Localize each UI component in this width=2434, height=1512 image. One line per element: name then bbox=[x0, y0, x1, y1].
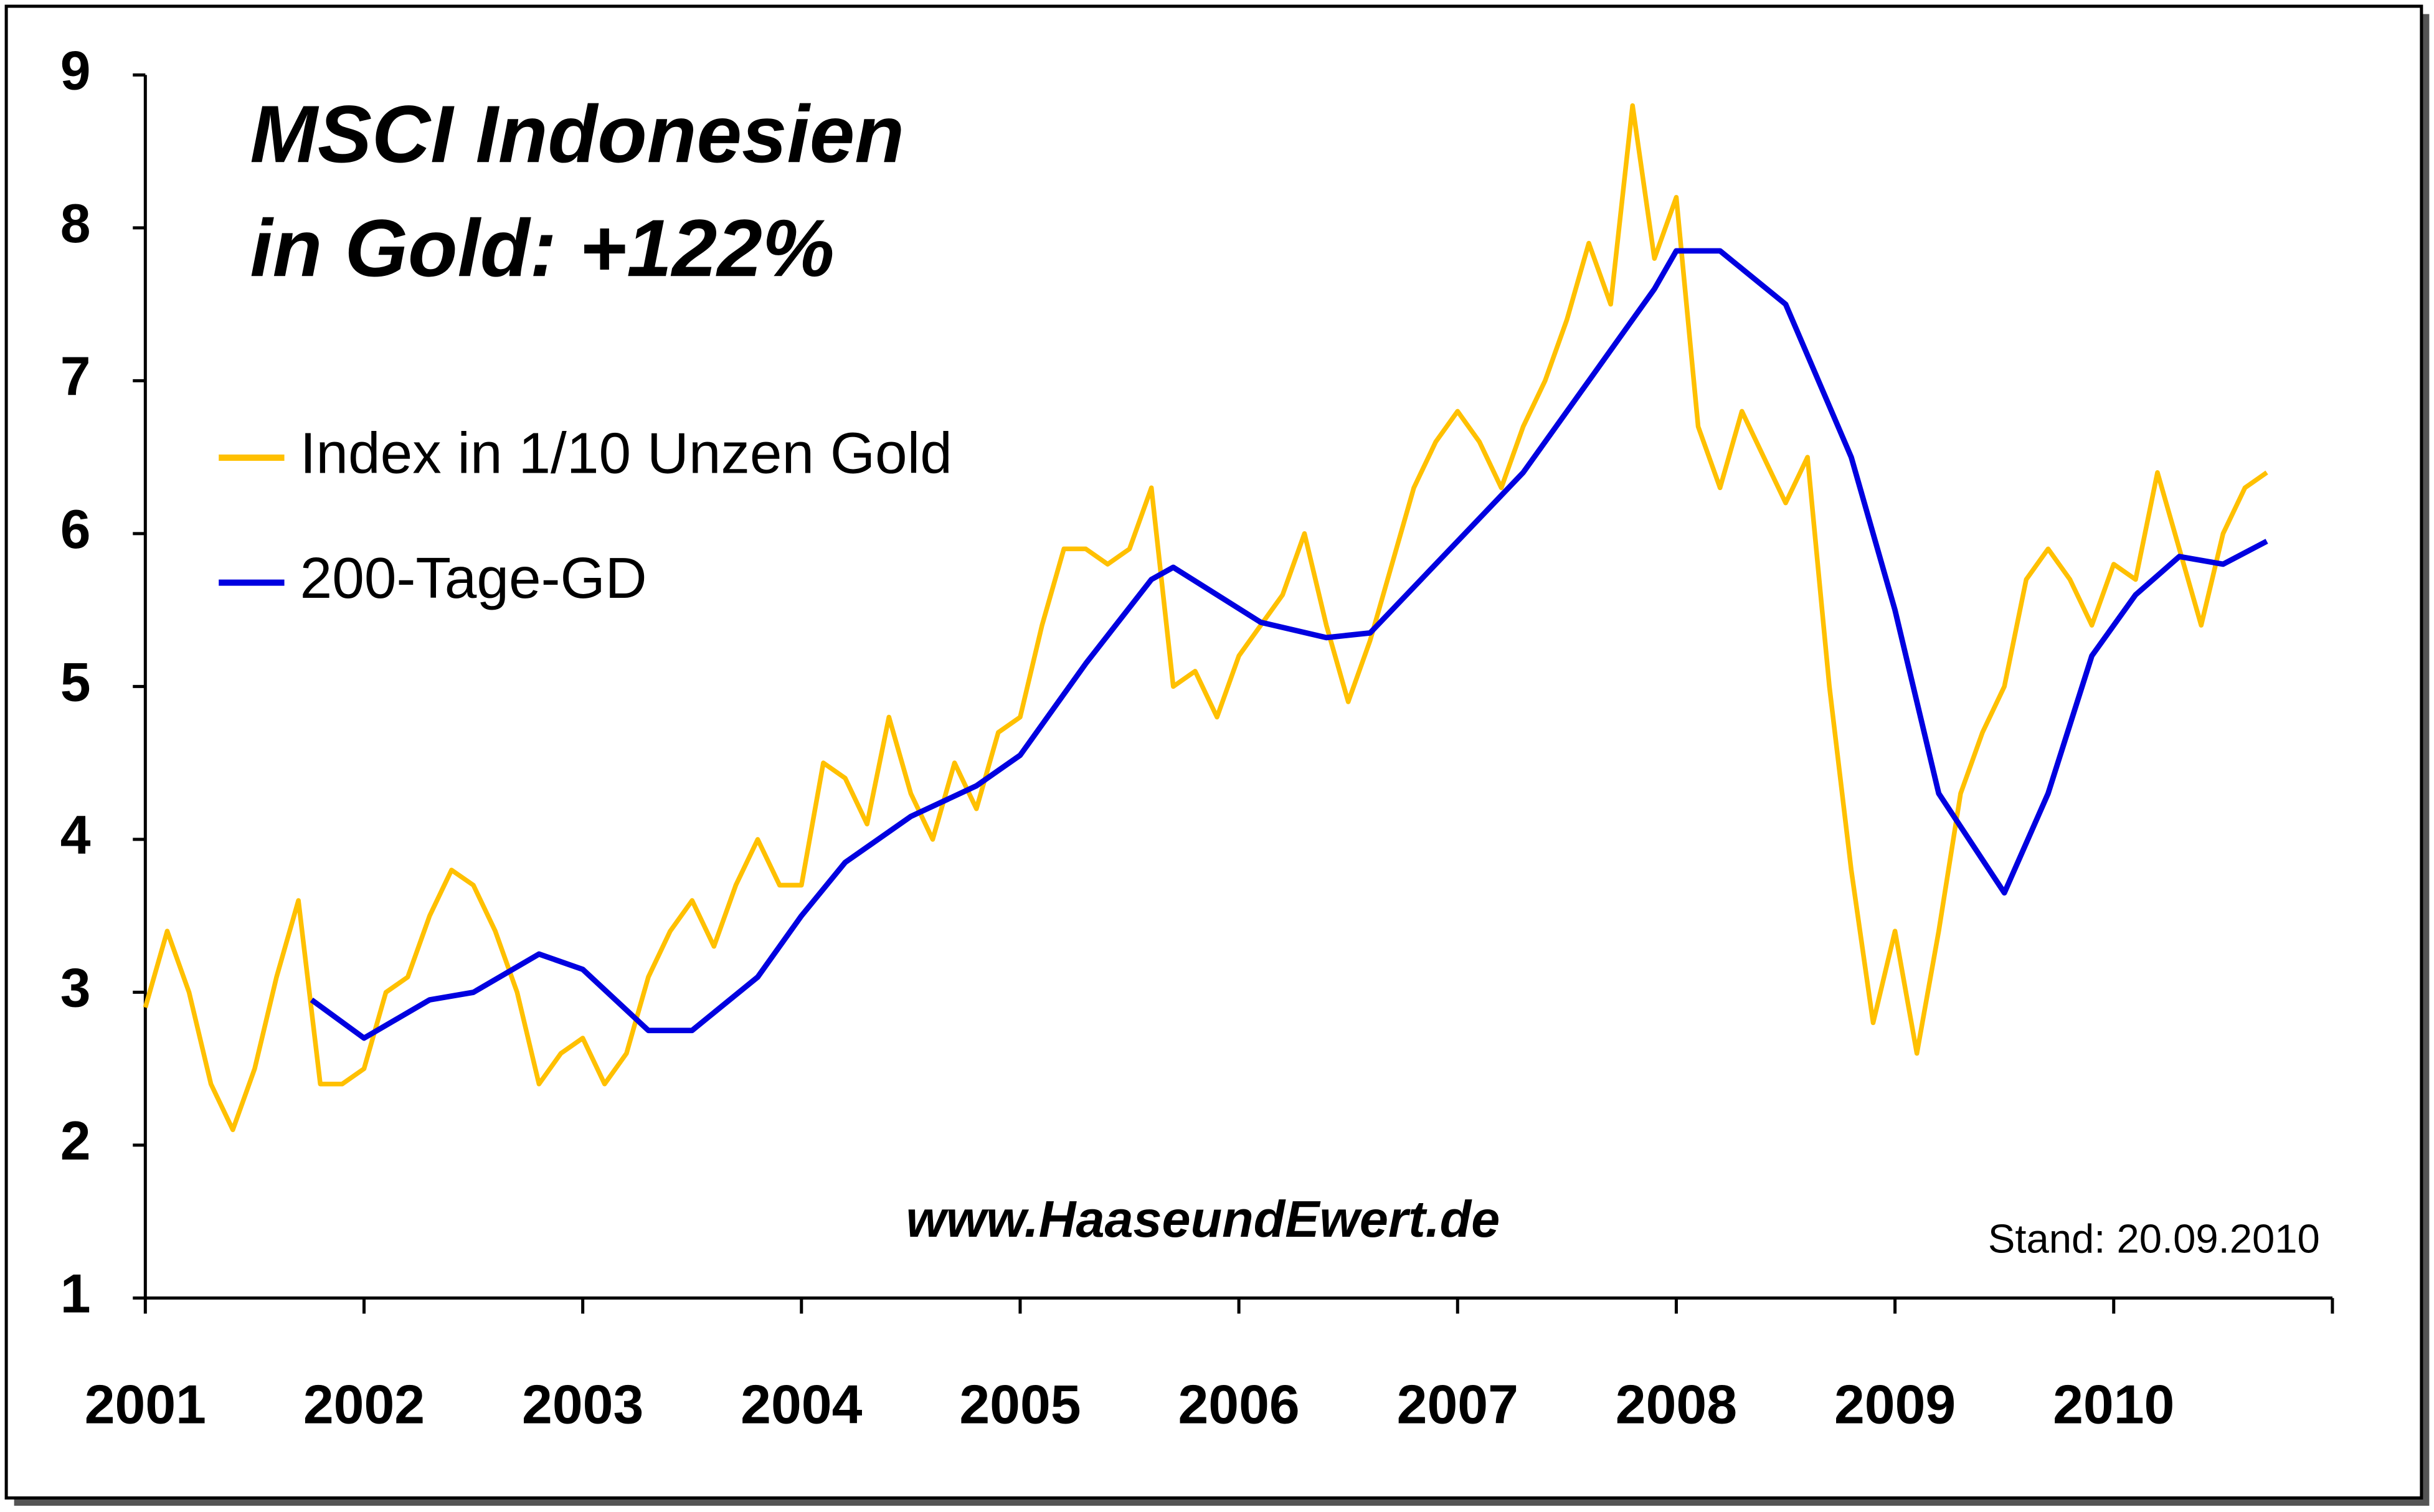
y-tick-label: 2 bbox=[60, 1110, 91, 1171]
x-tick-label: 2008 bbox=[1616, 1374, 1737, 1435]
y-tick-label: 5 bbox=[60, 652, 91, 713]
x-tick-label: 2004 bbox=[741, 1374, 862, 1435]
x-tick-label: 2002 bbox=[303, 1374, 425, 1435]
y-tick-label: 6 bbox=[60, 499, 91, 560]
x-tick-label: 2007 bbox=[1397, 1374, 1518, 1435]
series-line bbox=[310, 248, 2268, 1041]
annotation: www.HaaseundEwert.de bbox=[906, 1190, 1500, 1248]
x-tick-label: 2005 bbox=[959, 1374, 1081, 1435]
x-tick-label: 2003 bbox=[522, 1374, 643, 1435]
chart-title: MSCI Indonesien bbox=[250, 88, 904, 179]
y-tick-label: 8 bbox=[60, 193, 91, 254]
series-line bbox=[143, 103, 2268, 1132]
annotation: Stand: 20.09.2010 bbox=[1988, 1216, 2320, 1261]
x-tick-label: 2010 bbox=[2053, 1374, 2174, 1435]
y-tick-label: 4 bbox=[60, 805, 91, 866]
legend-label: 200-Tage-GD bbox=[300, 546, 647, 610]
x-tick-label: 2009 bbox=[1834, 1374, 1956, 1435]
x-tick-label: 2006 bbox=[1178, 1374, 1299, 1435]
y-tick-label: 7 bbox=[60, 346, 91, 407]
y-tick-label: 9 bbox=[60, 40, 91, 102]
x-tick-label: 2001 bbox=[85, 1374, 206, 1435]
y-tick-label: 1 bbox=[60, 1264, 91, 1325]
legend-label: Index in 1/10 Unzen Gold bbox=[300, 420, 952, 485]
frame bbox=[4, 4, 2423, 1500]
chart-title: in Gold: +122% bbox=[250, 202, 834, 293]
y-tick-label: 3 bbox=[60, 958, 91, 1019]
